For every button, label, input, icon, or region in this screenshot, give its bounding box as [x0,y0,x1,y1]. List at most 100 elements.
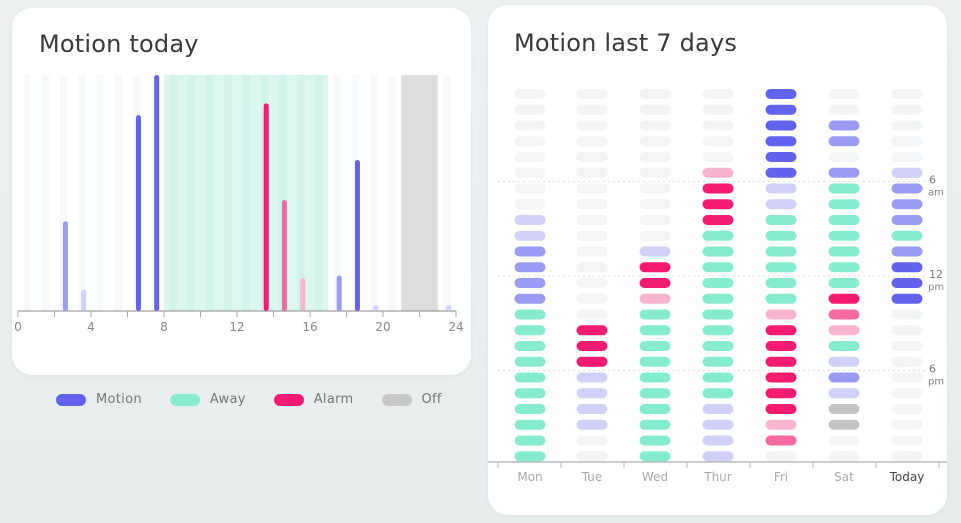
heat-cell [702,451,734,462]
heat-cell [514,404,546,414]
heat-cell [765,167,797,178]
motion-today-chart: 0 4 8 12 16 20 24 [14,75,464,334]
away-hour-stripe [297,75,305,311]
heat-cell [639,278,671,288]
motion-bar [336,275,342,311]
heat-cell [639,136,671,147]
heat-cell [765,451,797,462]
heat-cell [514,136,546,147]
heat-cell [576,388,608,399]
heat-cell [639,215,671,225]
time-label: 6 [929,363,936,376]
heat-cell [891,89,923,99]
heat-cell [891,278,923,288]
heat-cell [576,183,608,194]
heat-cell [828,104,860,115]
away-hour-stripe [315,75,323,311]
legend-item-alarm: Alarm [273,392,354,407]
heat-cell [828,199,860,210]
motion-bar [81,289,87,311]
heat-cell [702,183,734,194]
heat-cell [828,167,860,178]
motion-bar [446,305,452,311]
hour-stripe [78,75,86,311]
heat-cell [702,262,734,273]
time-label: 12 [929,268,943,281]
heat-cell [765,152,797,162]
heat-cell [702,293,734,304]
heat-cell [702,230,734,241]
heat-cell [891,246,923,257]
heat-cell [514,451,546,462]
day-label: Fri [774,470,788,484]
heat-cell [765,215,797,225]
heat-cell [639,246,671,257]
heat-cell [576,230,608,241]
heat-cell [891,262,923,273]
day-label: Sat [834,470,854,484]
x-tick-label: 0 [14,320,22,334]
heat-cell [702,167,734,178]
legend-label-off: Off [421,392,442,407]
legend-swatch-away [169,393,200,406]
legend-swatch-motion [56,393,86,406]
heat-cell [765,388,797,399]
day-label: Today [889,470,925,484]
heat-cell [702,309,734,320]
heat-cell [765,356,797,367]
away-hour-stripe [169,75,177,311]
heat-cell [828,404,860,414]
heat-cell [514,120,546,131]
heat-cell [765,183,797,194]
heat-cell [828,246,860,257]
hour-stripe [370,75,378,311]
x-tick-label: 8 [160,320,168,334]
heat-cell [639,183,671,194]
hour-stripe [114,75,123,311]
motion-bar [154,75,160,311]
heat-cell [765,89,797,99]
heat-cell [514,341,546,351]
heat-cell [702,388,734,399]
heat-cell [828,372,860,383]
heat-cell [639,325,671,336]
heat-cell [514,104,546,115]
heat-cell [702,356,734,367]
heat-cell [702,404,734,414]
heat-cell [576,356,608,367]
day-label: Tue [581,470,603,484]
heat-cell [639,372,671,383]
heat-cell [765,293,797,304]
heat-cell [702,199,734,210]
heat-cell [576,246,608,257]
heat-cell [828,435,860,446]
heat-cell [514,89,546,99]
heat-cell [514,388,546,399]
heat-cell [891,215,923,225]
motion-week-title: Motion last 7 days [514,29,738,57]
heat-cell [639,293,671,304]
heat-cell [891,152,923,162]
heat-cell [576,372,608,383]
motion-bar [354,159,360,311]
heat-cell [828,325,860,336]
heat-cell [514,309,546,320]
motion-bar [300,277,306,311]
time-label-suffix: pm [928,282,944,293]
heat-cell [702,419,734,430]
heat-cell [576,152,608,162]
heat-cell [891,325,923,336]
heat-cell [576,404,608,414]
heat-cell [576,325,608,336]
heat-cell [514,293,546,304]
heat-cell [514,262,546,273]
heat-cell [514,152,546,162]
heat-cell [639,120,671,131]
hour-stripe [23,75,31,311]
away-hour-stripe [187,75,196,311]
heat-cell [765,230,797,241]
legend-item-off: Off [381,392,442,407]
heat-cell [765,246,797,257]
heat-cell [639,341,671,351]
